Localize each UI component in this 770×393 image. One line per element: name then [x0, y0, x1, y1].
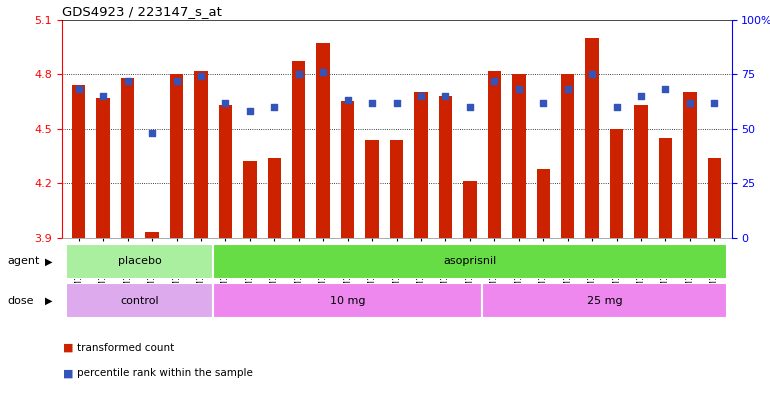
- Bar: [66, 244, 213, 279]
- Point: [268, 104, 280, 110]
- Point: [97, 93, 109, 99]
- Point: [708, 99, 721, 106]
- Bar: [482, 283, 727, 318]
- Point: [72, 86, 85, 93]
- Point: [684, 99, 696, 106]
- Bar: [708, 158, 721, 238]
- Point: [464, 104, 476, 110]
- Bar: [219, 105, 232, 238]
- Text: percentile rank within the sample: percentile rank within the sample: [77, 368, 253, 378]
- Point: [366, 99, 378, 106]
- Point: [243, 108, 256, 114]
- Text: ■: ■: [63, 368, 74, 378]
- Bar: [66, 283, 213, 318]
- Point: [146, 130, 158, 136]
- Point: [293, 71, 305, 77]
- Bar: [414, 92, 427, 238]
- Bar: [512, 74, 525, 238]
- Bar: [268, 158, 281, 238]
- Bar: [487, 70, 501, 238]
- Point: [537, 99, 550, 106]
- Point: [219, 99, 232, 106]
- Point: [635, 93, 648, 99]
- Point: [611, 104, 623, 110]
- Text: ▶: ▶: [45, 296, 52, 306]
- Text: agent: agent: [8, 256, 40, 266]
- Point: [390, 99, 403, 106]
- Bar: [610, 129, 623, 238]
- Bar: [341, 101, 354, 238]
- Bar: [292, 61, 306, 238]
- Bar: [537, 169, 550, 238]
- Point: [195, 73, 207, 79]
- Point: [659, 86, 671, 93]
- Point: [341, 97, 353, 103]
- Text: placebo: placebo: [118, 256, 162, 266]
- Text: control: control: [121, 296, 159, 306]
- Text: ■: ■: [63, 343, 74, 353]
- Bar: [72, 85, 85, 238]
- Bar: [561, 74, 574, 238]
- Bar: [366, 140, 379, 238]
- Bar: [213, 244, 727, 279]
- Text: dose: dose: [8, 296, 34, 306]
- Point: [586, 71, 598, 77]
- Bar: [194, 70, 208, 238]
- Text: ▶: ▶: [45, 256, 52, 266]
- Point: [513, 86, 525, 93]
- Bar: [683, 92, 697, 238]
- Text: asoprisnil: asoprisnil: [444, 256, 497, 266]
- Bar: [439, 96, 452, 238]
- Bar: [121, 78, 134, 238]
- Bar: [390, 140, 403, 238]
- Bar: [634, 105, 648, 238]
- Text: GDS4923 / 223147_s_at: GDS4923 / 223147_s_at: [62, 6, 222, 18]
- Point: [561, 86, 574, 93]
- Point: [317, 69, 330, 75]
- Bar: [170, 74, 183, 238]
- Point: [170, 77, 182, 84]
- Text: 10 mg: 10 mg: [330, 296, 366, 306]
- Bar: [243, 162, 256, 238]
- Text: transformed count: transformed count: [77, 343, 174, 353]
- Bar: [213, 283, 482, 318]
- Point: [488, 77, 500, 84]
- Text: 25 mg: 25 mg: [587, 296, 622, 306]
- Point: [440, 93, 452, 99]
- Bar: [146, 232, 159, 238]
- Bar: [316, 43, 330, 238]
- Point: [122, 77, 134, 84]
- Bar: [585, 38, 599, 238]
- Bar: [464, 182, 477, 238]
- Bar: [659, 138, 672, 238]
- Point: [415, 93, 427, 99]
- Bar: [96, 98, 110, 238]
